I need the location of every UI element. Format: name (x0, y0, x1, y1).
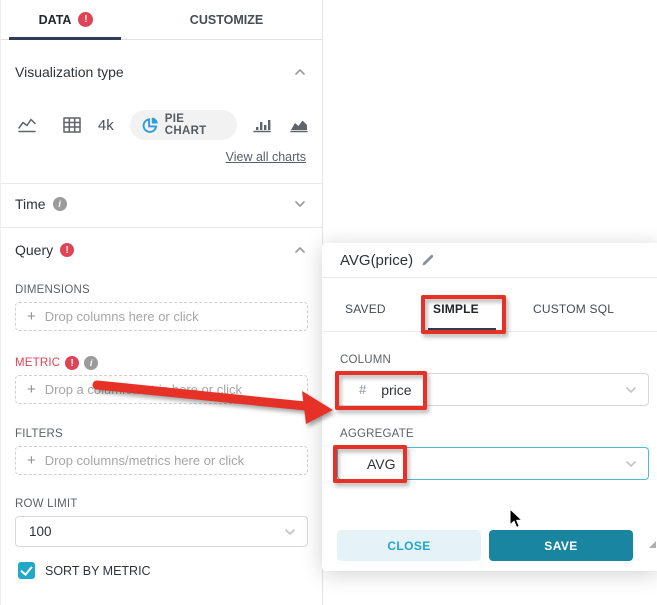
aggregate-select[interactable]: AVG (337, 447, 649, 480)
chevron-up-icon[interactable] (294, 244, 306, 256)
metric-placeholder: Drop a column/metric here or click (44, 382, 242, 397)
popover-tab-custom-sql[interactable]: CUSTOM SQL (533, 302, 615, 316)
section-divider (1, 183, 322, 184)
resize-handle-icon[interactable] (649, 541, 656, 548)
metric-label: METRIC (15, 357, 61, 369)
viz-option-pie-chart[interactable]: PIE CHART (129, 110, 237, 140)
viz-option-bar-chart[interactable] (252, 116, 272, 134)
popover-tab-simple[interactable]: SIMPLE (433, 302, 479, 316)
info-icon: i (52, 197, 67, 211)
dimensions-dropzone[interactable]: + Drop columns here or click (15, 302, 308, 331)
plus-icon: + (27, 308, 36, 325)
view-all-charts-link[interactable]: View all charts (225, 150, 306, 164)
filters-label: FILTERS (15, 428, 63, 440)
error-badge-icon: ! (78, 12, 94, 27)
dimensions-placeholder: Drop columns here or click (44, 309, 199, 324)
popover-tab-saved[interactable]: SAVED (345, 302, 386, 316)
viz-option-line-chart[interactable] (17, 116, 37, 134)
tabs-divider (322, 331, 657, 332)
pie-chart-icon (142, 117, 158, 133)
tab-data[interactable]: DATA ! (1, 0, 131, 40)
error-badge-icon: ! (60, 243, 75, 257)
aggregate-value: AVG (367, 455, 396, 472)
metric-dropzone[interactable]: + Drop a column/metric here or click (15, 375, 308, 404)
query-title: Query (15, 242, 54, 258)
visualization-type-title: Visualization type (15, 64, 124, 80)
save-button[interactable]: SAVE (489, 530, 633, 561)
chevron-up-icon[interactable] (294, 66, 306, 78)
metric-edit-popover: AVG(price) SAVED SIMPLE CUSTOM SQL COLUM… (322, 243, 657, 571)
pie-chart-label: PIE CHART (164, 113, 207, 137)
section-query[interactable]: Query ! (15, 242, 306, 258)
info-icon: i (84, 356, 99, 370)
aggregate-label: AGGREGATE (340, 428, 414, 440)
error-badge-icon: ! (65, 356, 80, 370)
column-value: price (381, 381, 412, 398)
edit-pencil-icon[interactable] (421, 253, 435, 267)
panel-tabbar: DATA ! CUSTOMIZE (1, 0, 322, 40)
tab-data-label: DATA (38, 12, 72, 27)
metric-label-row: METRIC ! i (15, 356, 99, 370)
viz-option-table[interactable] (62, 116, 83, 134)
section-time[interactable]: Time i (15, 196, 306, 212)
filters-placeholder: Drop columns/metrics here or click (44, 453, 245, 468)
row-limit-label: ROW LIMIT (15, 498, 78, 510)
column-select[interactable]: # price (337, 373, 649, 406)
chevron-down-icon[interactable] (294, 198, 306, 210)
chevron-down-icon (285, 528, 295, 535)
popover-title: AVG(price) (340, 251, 414, 269)
area-chart-icon (290, 120, 308, 133)
chevron-down-icon (626, 386, 636, 393)
line-chart-icon (18, 118, 36, 133)
tab-customize[interactable]: CUSTOMIZE (131, 0, 322, 39)
active-tab-indicator (428, 328, 496, 331)
big-number-icon: 4k (97, 116, 114, 134)
sort-by-metric-checkbox[interactable] (18, 562, 35, 579)
table-icon (63, 117, 82, 133)
column-label: COLUMN (340, 354, 392, 366)
chevron-down-icon (626, 460, 636, 467)
plus-icon: + (27, 381, 36, 398)
viz-type-options: 4k PIE CHART (17, 108, 309, 142)
time-title: Time (15, 196, 46, 212)
viz-option-big-number[interactable]: 4k (98, 117, 114, 134)
dimensions-label: DIMENSIONS (15, 284, 90, 296)
row-limit-select[interactable]: 100 (15, 516, 308, 547)
plus-icon: + (27, 452, 36, 469)
tab-customize-label: CUSTOMIZE (189, 12, 264, 27)
row-limit-value: 100 (29, 524, 52, 539)
close-button[interactable]: CLOSE (337, 530, 481, 561)
filters-dropzone[interactable]: + Drop columns/metrics here or click (15, 446, 308, 475)
section-divider (1, 227, 322, 228)
numeric-column-icon: # (359, 382, 367, 397)
sort-by-metric-label: SORT BY METRIC (45, 563, 151, 578)
section-visualization-type[interactable]: Visualization type (15, 64, 306, 80)
sort-by-metric-row: SORT BY METRIC (18, 562, 151, 579)
popover-header: AVG(price) (322, 243, 657, 278)
chart-control-panel: DATA ! CUSTOMIZE Visualization type 4k (0, 0, 323, 605)
viz-option-area-chart[interactable] (289, 116, 309, 134)
bar-chart-icon (253, 120, 271, 133)
